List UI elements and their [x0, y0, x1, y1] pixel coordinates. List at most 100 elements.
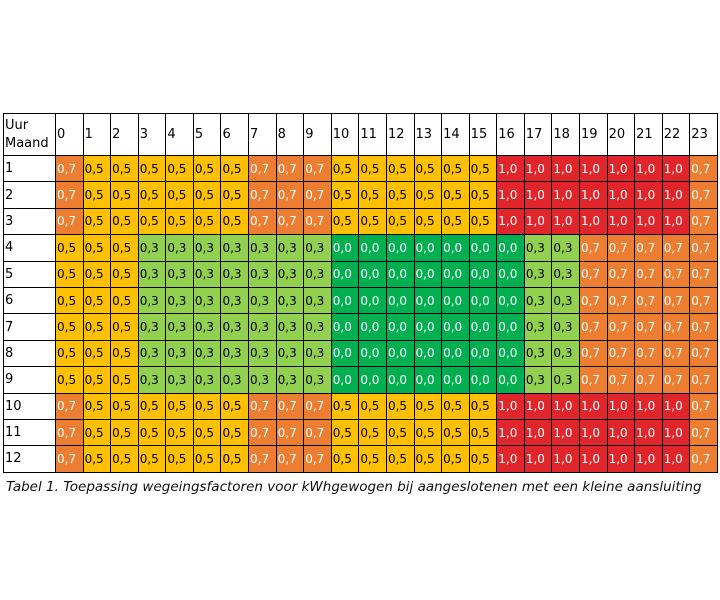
factor-cell: 0,5 [330, 392, 360, 420]
factor-cell: 0,5 [220, 445, 250, 473]
factor-cell: 0,5 [110, 445, 139, 473]
factor-cell: 0,5 [385, 181, 415, 209]
factor-cell: 0,3 [192, 234, 222, 262]
factor-cell: 1,0 [661, 418, 691, 447]
factor-cell: 0,3 [248, 234, 277, 262]
factor-cell: 0,7 [275, 445, 305, 473]
factor-cell: 0,5 [110, 418, 139, 447]
month-row: 11 0,7 0,5 0,5 0,5 0,5 0,5 0,5 0,7 0,7 0,7 0,5 0,5 0,… [3, 418, 718, 447]
hour-header: 20 [606, 113, 636, 156]
factor-cell: 0,5 [82, 234, 112, 262]
factor-cell: 0,5 [165, 154, 194, 183]
factor-cell: 1,0 [551, 418, 580, 447]
factor-cell: 0,5 [413, 418, 443, 447]
factor-cell: 0,5 [110, 154, 139, 183]
factor-cell: 0,3 [303, 366, 332, 394]
factor-cell: 0,3 [192, 313, 222, 341]
hour-header: 7 [248, 113, 277, 156]
factor-cell: 0,3 [248, 286, 277, 315]
factor-cell: 1,0 [634, 181, 663, 209]
factor-cell: 0,3 [551, 260, 580, 288]
month-cell: 1 [3, 154, 56, 183]
factor-cell: 0,5 [441, 154, 470, 183]
factor-cell: 1,0 [551, 181, 580, 209]
factor-cell: 0,3 [220, 313, 250, 341]
factor-cell: 1,0 [496, 392, 525, 420]
hour-header: 21 [634, 113, 663, 156]
factor-cell: 0,0 [358, 234, 387, 262]
factor-cell: 0,5 [330, 445, 360, 473]
factor-cell: 0,5 [358, 392, 387, 420]
factor-cell: 0,7 [689, 392, 718, 420]
factor-cell: 1,0 [606, 392, 636, 420]
factor-cell: 0,5 [55, 260, 84, 288]
factor-cell: 1,0 [551, 392, 580, 420]
factor-cell: 0,3 [248, 313, 277, 341]
hour-header: 6 [220, 113, 250, 156]
factor-cell: 0,3 [165, 366, 194, 394]
factor-cell: 0,3 [551, 313, 580, 341]
factor-cell: 0,3 [303, 339, 332, 368]
factor-cell: 0,3 [303, 313, 332, 341]
month-cell: 9 [3, 366, 56, 394]
month-row: 6 0,5 0,5 0,5 0,3 0,3 0,3 0,3 0,3 0,3 0,3 0,0 0,0 0,0… [3, 286, 718, 315]
factor-cell: 0,3 [275, 366, 305, 394]
factor-cell: 0,7 [578, 286, 608, 315]
factor-cell: 1,0 [578, 154, 608, 183]
factor-cell: 0,3 [551, 286, 580, 315]
factor-cell: 0,5 [220, 181, 250, 209]
factor-cell: 0,0 [441, 234, 470, 262]
factor-cell: 1,0 [551, 445, 580, 473]
month-row: 1 0,7 0,5 0,5 0,5 0,5 0,5 0,5 0,7 0,7 0,7 0,5 0,5 0,5… [3, 154, 718, 183]
factor-cell: 0,0 [413, 234, 443, 262]
factor-cell: 0,7 [689, 286, 718, 315]
factor-cell: 0,5 [137, 154, 167, 183]
factor-cell: 0,0 [468, 234, 498, 262]
factor-cell: 0,3 [165, 286, 194, 315]
factor-cell: 0,7 [55, 392, 84, 420]
month-cell: 5 [3, 260, 56, 288]
factor-cell: 0,7 [661, 234, 691, 262]
factor-cell: 0,3 [220, 260, 250, 288]
factor-cell: 0,7 [578, 260, 608, 288]
factor-cell: 0,0 [330, 234, 360, 262]
hour-header: 9 [303, 113, 332, 156]
factor-cell: 0,5 [137, 392, 167, 420]
factor-cell: 0,3 [165, 339, 194, 368]
factor-cell: 0,7 [606, 313, 636, 341]
month-cell: 12 [3, 445, 56, 473]
factor-cell: 1,0 [496, 207, 525, 236]
factor-cell: 0,7 [578, 313, 608, 341]
factor-cell: 0,0 [358, 260, 387, 288]
factor-cell: 0,7 [303, 392, 332, 420]
factor-cell: 0,5 [165, 445, 194, 473]
factor-cell: 1,0 [578, 207, 608, 236]
factor-cell: 0,5 [110, 313, 139, 341]
hour-header: 4 [165, 113, 194, 156]
factor-cell: 0,3 [248, 339, 277, 368]
hour-header: 18 [551, 113, 580, 156]
month-row: 9 0,5 0,5 0,5 0,3 0,3 0,3 0,3 0,3 0,3 0,3 0,0 0,0 0,0… [3, 366, 718, 394]
factor-cell: 0,3 [303, 234, 332, 262]
hour-header: 12 [385, 113, 415, 156]
factor-cell: 0,5 [441, 445, 470, 473]
factor-cell: 0,5 [82, 445, 112, 473]
factor-cell: 0,5 [110, 286, 139, 315]
hour-header: 23 [689, 113, 718, 156]
factor-cell: 0,5 [330, 207, 360, 236]
factor-cell: 0,7 [248, 181, 277, 209]
factor-cell: 0,7 [303, 154, 332, 183]
factor-cell: 0,7 [689, 181, 718, 209]
factor-cell: 0,5 [55, 366, 84, 394]
factor-cell: 0,0 [413, 260, 443, 288]
factor-cell: 0,5 [55, 313, 84, 341]
factor-cell: 0,5 [82, 181, 112, 209]
factor-cell: 0,7 [55, 154, 84, 183]
factor-cell: 0,3 [275, 339, 305, 368]
factor-cell: 0,5 [330, 181, 360, 209]
factor-cell: 0,3 [303, 260, 332, 288]
factor-cell: 0,3 [137, 366, 167, 394]
factor-cell: 0,7 [689, 260, 718, 288]
factor-cell: 0,5 [55, 234, 84, 262]
factor-cell: 0,7 [634, 234, 663, 262]
